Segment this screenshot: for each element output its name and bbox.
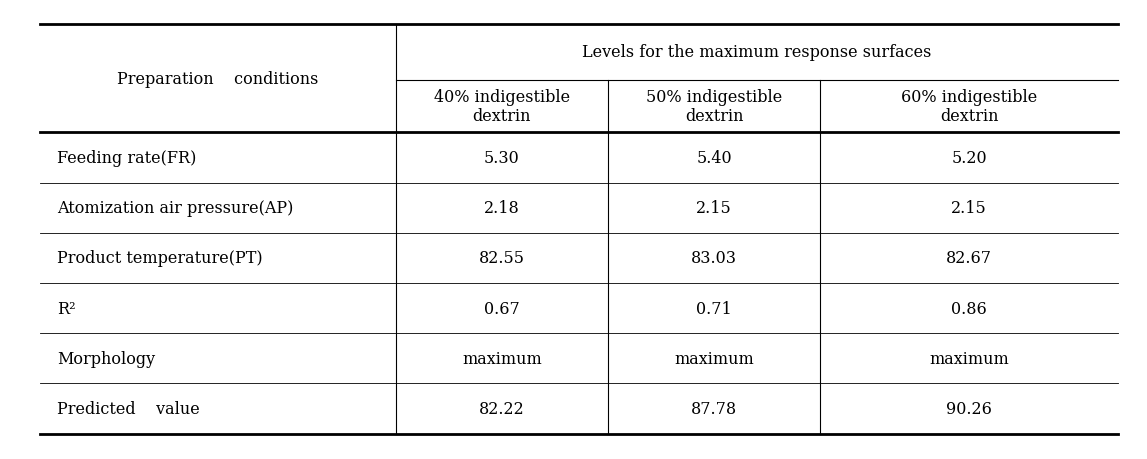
- Text: 82.55: 82.55: [478, 250, 525, 267]
- Text: 5.40: 5.40: [696, 150, 732, 167]
- Text: 5.30: 5.30: [484, 150, 520, 167]
- Text: 87.78: 87.78: [690, 400, 738, 417]
- Text: Morphology: Morphology: [57, 350, 156, 367]
- Text: 0.71: 0.71: [696, 300, 732, 317]
- Text: Feeding rate(FR): Feeding rate(FR): [57, 150, 197, 167]
- Text: 40% indigestible
dextrin: 40% indigestible dextrin: [434, 89, 570, 125]
- Text: 2.18: 2.18: [484, 200, 520, 217]
- Text: 90.26: 90.26: [946, 400, 992, 417]
- Text: 82.67: 82.67: [946, 250, 992, 267]
- Text: 0.86: 0.86: [951, 300, 988, 317]
- Text: maximum: maximum: [674, 350, 754, 367]
- Text: 2.15: 2.15: [951, 200, 988, 217]
- Text: Product temperature(PT): Product temperature(PT): [57, 250, 263, 267]
- Text: maximum: maximum: [462, 350, 541, 367]
- Text: 0.67: 0.67: [484, 300, 520, 317]
- Text: R²: R²: [57, 300, 76, 317]
- Text: 5.20: 5.20: [951, 150, 988, 167]
- Text: maximum: maximum: [929, 350, 1009, 367]
- Text: 60% indigestible
dextrin: 60% indigestible dextrin: [902, 89, 1037, 125]
- Text: 2.15: 2.15: [696, 200, 732, 217]
- Text: Preparation    conditions: Preparation conditions: [117, 71, 319, 88]
- Text: Levels for the maximum response surfaces: Levels for the maximum response surfaces: [583, 45, 931, 61]
- Text: Predicted    value: Predicted value: [57, 400, 200, 417]
- Text: 50% indigestible
dextrin: 50% indigestible dextrin: [646, 89, 782, 125]
- Text: 83.03: 83.03: [690, 250, 738, 267]
- Text: 82.22: 82.22: [479, 400, 524, 417]
- Text: Atomization air pressure(AP): Atomization air pressure(AP): [57, 200, 294, 217]
